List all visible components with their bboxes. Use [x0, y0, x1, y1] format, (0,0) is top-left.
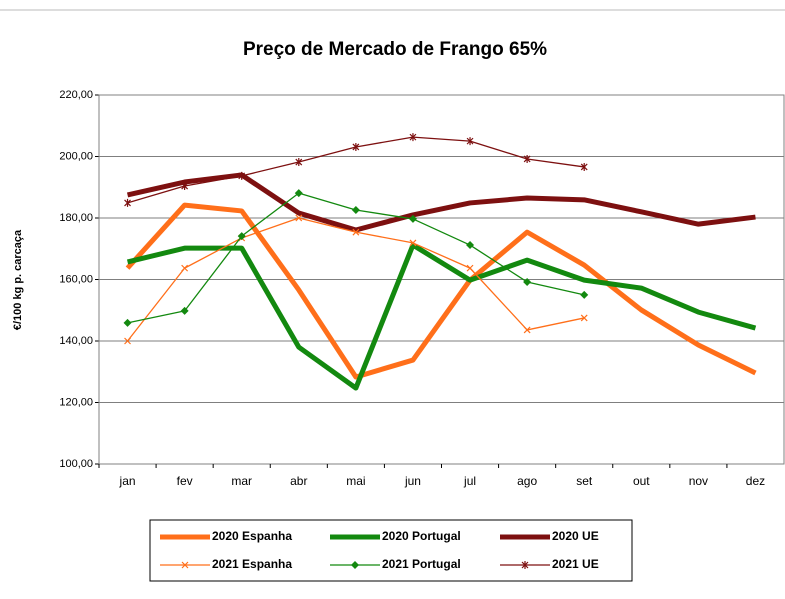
marker — [181, 182, 189, 191]
marker — [580, 162, 588, 171]
marker — [352, 142, 360, 151]
marker — [181, 264, 189, 272]
marker — [181, 561, 189, 569]
marker — [466, 137, 474, 146]
legend-label: 2020 Portugal — [382, 529, 461, 543]
marker — [466, 241, 475, 250]
y-tick-label: 160,00 — [59, 273, 93, 285]
marker — [523, 277, 532, 286]
x-tick-label: ago — [517, 474, 537, 488]
y-tick-label: 140,00 — [59, 335, 93, 347]
y-tick-label: 180,00 — [59, 212, 93, 224]
x-tick-label: jul — [463, 474, 476, 488]
y-tick-label: 120,00 — [59, 396, 93, 408]
marker — [295, 158, 303, 167]
legend-label: 2021 Espanha — [212, 557, 292, 571]
marker — [352, 228, 360, 236]
y-tick-label: 100,00 — [59, 458, 93, 470]
x-tick-label: mar — [231, 474, 252, 488]
legend-label: 2020 UE — [552, 529, 599, 543]
marker — [238, 171, 246, 180]
x-tick-label: jan — [119, 474, 136, 488]
x-tick-label: jun — [404, 474, 421, 488]
y-tick-label: 220,00 — [59, 89, 93, 101]
marker — [124, 198, 131, 207]
marker — [295, 214, 303, 222]
legend-box — [149, 519, 633, 582]
x-tick-label: abr — [290, 474, 307, 488]
x-tick-label: fev — [177, 474, 193, 488]
marker — [409, 133, 417, 142]
y-tick-label: 200,00 — [59, 150, 93, 162]
x-tick-label: nov — [689, 474, 708, 488]
x-tick-label: dez — [746, 474, 765, 488]
marker — [124, 337, 131, 345]
marker — [580, 290, 589, 299]
x-tick-label: mai — [346, 474, 365, 488]
marker — [123, 318, 132, 327]
marker — [294, 189, 303, 198]
chart-title: Preço de Mercado de Frango 65% — [243, 39, 547, 60]
marker — [408, 214, 417, 223]
legend-label: 2021 UE — [552, 557, 599, 571]
marker — [409, 239, 417, 247]
marker — [351, 561, 359, 569]
marker — [351, 206, 360, 215]
marker — [523, 154, 531, 163]
marker — [180, 306, 189, 315]
marker — [466, 264, 474, 272]
marker — [237, 232, 246, 241]
legend-label: 2020 Espanha — [212, 529, 292, 543]
x-tick-label: out — [633, 474, 650, 488]
legend-label: 2021 Portugal — [382, 557, 461, 571]
series-line — [125, 202, 757, 380]
marker — [523, 326, 531, 334]
series-line — [126, 172, 756, 233]
marker — [521, 561, 529, 569]
marker — [580, 314, 588, 322]
x-tick-label: set — [576, 474, 593, 488]
y-axis-label: €/100 kg p. carcaça — [12, 229, 24, 330]
